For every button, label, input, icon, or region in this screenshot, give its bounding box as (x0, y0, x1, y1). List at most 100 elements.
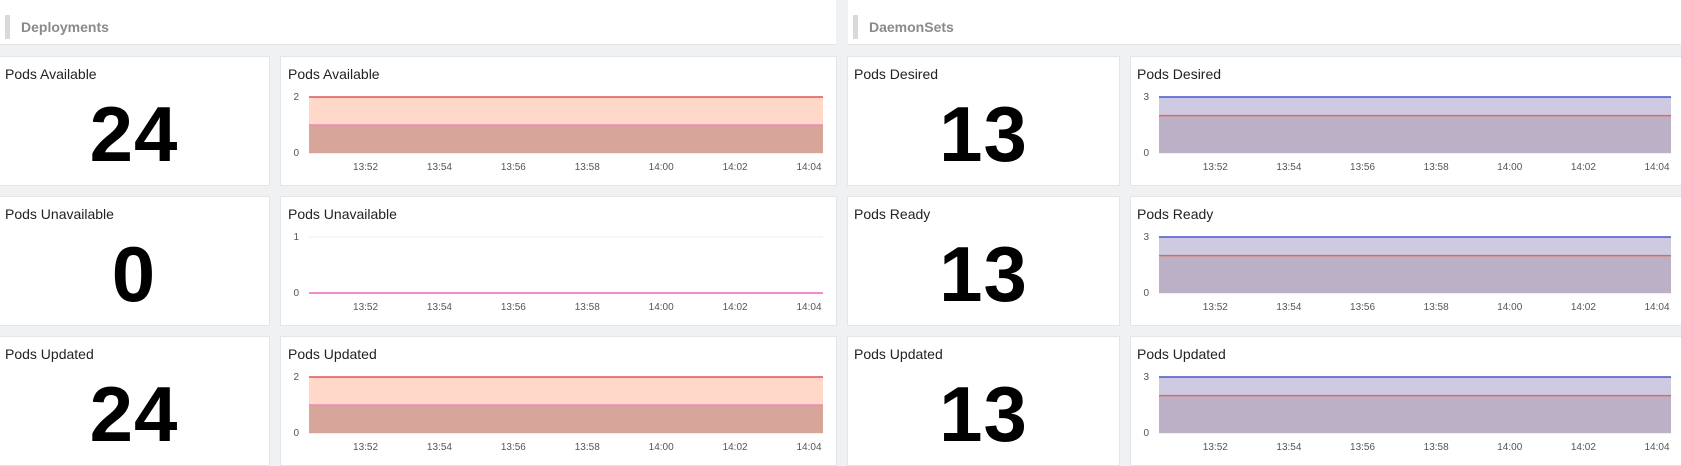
chart-panel-pods-ready[interactable]: 0 3 13:52 13:54 13:56 13:58 14:00 14:02 14:04 Po… (1130, 196, 1681, 326)
x-tick-label: 13:52 (1203, 442, 1228, 453)
x-tick-label: 14:04 (796, 442, 821, 453)
x-tick-label: 14:00 (1497, 302, 1522, 313)
y-tick-label: 2 (293, 92, 299, 103)
x-tick-label: 13:52 (1203, 302, 1228, 313)
section-title: DaemonSets (869, 19, 954, 35)
y-tick-label: 3 (1143, 232, 1149, 243)
x-tick-label: 13:54 (427, 302, 452, 313)
x-tick-label: 13:52 (1203, 162, 1228, 173)
y-tick-label: 3 (1143, 92, 1149, 103)
stat-panel-pods-available[interactable]: Pods Available 24 (0, 56, 270, 186)
stat-value: 24 (89, 370, 179, 458)
x-tick-label: 13:54 (1276, 162, 1301, 173)
section-marker (853, 15, 858, 39)
x-tick-label: 14:00 (1497, 162, 1522, 173)
y-tick-label: 0 (1143, 428, 1149, 439)
section-marker (5, 15, 10, 39)
panel-title: Pods Updated (854, 346, 943, 362)
chart-plot: 0 2 13:52 13:54 13:56 13:58 14:00 14:02 14:04 (293, 372, 823, 453)
y-tick-label: 3 (1143, 372, 1149, 383)
panel-title: Pods Updated (1137, 346, 1226, 362)
chart-plot: 0 2 13:52 13:54 13:56 13:58 14:00 14:02 14:04 (293, 92, 823, 173)
x-tick-label: 13:58 (575, 162, 600, 173)
y-tick-label: 0 (293, 148, 299, 159)
stat-value: 13 (939, 370, 1028, 458)
series-area-1 (1159, 255, 1671, 293)
section-title: Deployments (21, 19, 109, 35)
y-tick-label: 1 (293, 232, 299, 243)
x-tick-label: 13:54 (1276, 302, 1301, 313)
x-tick-label: 13:54 (427, 162, 452, 173)
x-tick-label: 14:02 (723, 442, 748, 453)
x-tick-label: 14:02 (723, 162, 748, 173)
x-tick-label: 13:52 (353, 162, 378, 173)
x-tick-label: 14:00 (649, 162, 674, 173)
panel-title: Pods Unavailable (5, 206, 114, 222)
panel-title: Pods Ready (854, 206, 931, 222)
x-tick-label: 13:58 (1424, 162, 1449, 173)
panel-title: Pods Desired (854, 66, 939, 82)
series-area-1 (309, 125, 823, 153)
stat-value: 24 (89, 90, 179, 178)
stat-value: 13 (939, 230, 1028, 318)
x-tick-label: 13:56 (1350, 442, 1375, 453)
x-tick-label: 14:00 (649, 442, 674, 453)
x-tick-label: 14:04 (1644, 442, 1669, 453)
chart-panel-pods-updated[interactable]: 0 2 13:52 13:54 13:56 13:58 14:00 14:02 14:04 Po… (280, 336, 837, 466)
x-tick-label: 13:56 (1350, 162, 1375, 173)
y-tick-label: 2 (293, 372, 299, 383)
x-tick-label: 14:02 (1571, 442, 1596, 453)
deployments-section-header[interactable]: Deployments (0, 0, 836, 45)
daemonsets-section-header[interactable]: DaemonSets (848, 0, 1681, 45)
x-tick-label: 14:02 (723, 302, 748, 313)
y-tick-label: 0 (293, 288, 299, 299)
x-tick-label: 13:54 (427, 442, 452, 453)
x-tick-label: 13:58 (1424, 302, 1449, 313)
x-tick-label: 13:52 (353, 442, 378, 453)
stat-panel-pods-unavailable[interactable]: Pods Unavailable 0 (0, 196, 270, 326)
x-tick-label: 13:52 (353, 302, 378, 313)
x-tick-label: 14:00 (649, 302, 674, 313)
x-tick-label: 14:04 (796, 302, 821, 313)
stat-panel-daemonset-pods-updated[interactable]: Pods Updated 13 (847, 336, 1120, 466)
panel-title: Pods Updated (288, 346, 377, 362)
x-tick-label: 14:02 (1571, 302, 1596, 313)
x-tick-label: 14:04 (1644, 302, 1669, 313)
series-area-1 (309, 405, 823, 433)
series-area-1 (1159, 115, 1671, 153)
panel-title: Pods Ready (1137, 206, 1214, 222)
stat-panel-pods-desired[interactable]: Pods Desired 13 (847, 56, 1120, 186)
chart-panel-pods-unavailable[interactable]: 0 1 13:52 13:54 13:56 13:58 14:00 14:02 14:04 Po… (280, 196, 837, 326)
chart-plot: 0 1 13:52 13:54 13:56 13:58 14:00 14:02 14:04 (293, 232, 823, 313)
x-tick-label: 13:54 (1276, 442, 1301, 453)
stat-panel-pods-updated[interactable]: Pods Updated 24 (0, 336, 270, 466)
x-tick-label: 14:02 (1571, 162, 1596, 173)
chart-plot: 0 3 13:52 13:54 13:56 13:58 14:00 14:02 14:04 (1143, 92, 1671, 173)
x-tick-label: 13:58 (575, 442, 600, 453)
chart-panel-daemonset-pods-updated[interactable]: 0 3 13:52 13:54 13:56 13:58 14:00 14:02 14:04 Po… (1130, 336, 1681, 466)
chart-plot: 0 3 13:52 13:54 13:56 13:58 14:00 14:02 14:04 (1143, 372, 1671, 453)
panel-title: Pods Available (5, 66, 97, 82)
chart-plot: 0 3 13:52 13:54 13:56 13:58 14:00 14:02 14:04 (1143, 232, 1671, 313)
x-tick-label: 13:56 (501, 302, 526, 313)
stat-value: 0 (111, 230, 157, 318)
series-area-1 (1159, 395, 1671, 433)
panel-title: Pods Desired (1137, 66, 1222, 82)
x-tick-label: 14:04 (1644, 162, 1669, 173)
chart-panel-pods-available[interactable]: 0 2 13:52 13:54 13:56 13:58 14:00 14:02 14:04 Po… (280, 56, 837, 186)
x-tick-label: 13:58 (575, 302, 600, 313)
x-tick-label: 13:56 (1350, 302, 1375, 313)
x-tick-label: 14:00 (1497, 442, 1522, 453)
panel-title: Pods Available (288, 66, 380, 82)
y-tick-label: 0 (293, 428, 299, 439)
x-tick-label: 14:04 (796, 162, 821, 173)
panel-title: Pods Unavailable (288, 206, 397, 222)
y-tick-label: 0 (1143, 288, 1149, 299)
panel-title: Pods Updated (5, 346, 94, 362)
y-tick-label: 0 (1143, 148, 1149, 159)
stat-panel-pods-ready[interactable]: Pods Ready 13 (847, 196, 1120, 326)
x-tick-label: 13:58 (1424, 442, 1449, 453)
stat-value: 13 (939, 90, 1028, 178)
x-tick-label: 13:56 (501, 442, 526, 453)
chart-panel-pods-desired[interactable]: 0 3 13:52 13:54 13:56 13:58 14:00 14:02 14:04 Po… (1130, 56, 1681, 186)
